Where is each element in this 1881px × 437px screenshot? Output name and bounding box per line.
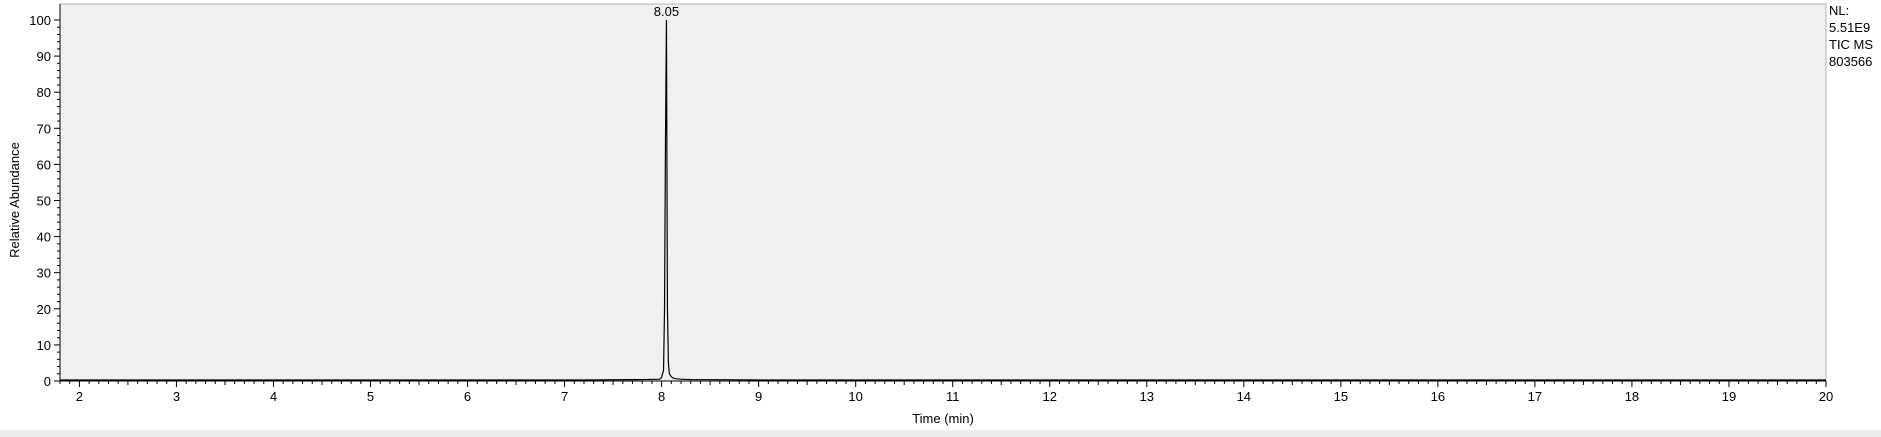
x-tick-label: 20: [1819, 389, 1833, 404]
x-tick-label: 17: [1528, 389, 1542, 404]
x-tick-label: 9: [755, 389, 762, 404]
window-footer: [0, 430, 1881, 437]
y-tick-label: 100: [29, 13, 51, 28]
x-tick-label: 11: [946, 389, 960, 404]
x-tick-label: 12: [1043, 389, 1057, 404]
peak-label: 8.05: [654, 4, 679, 19]
annotation-line: TIC MS: [1829, 37, 1873, 52]
peak-labels: 8.05: [654, 4, 679, 19]
x-tick-label: 7: [561, 389, 568, 404]
x-tick-label: 4: [270, 389, 277, 404]
y-tick-label: 40: [37, 230, 51, 245]
y-tick-label: 0: [44, 374, 51, 389]
x-tick-label: 10: [848, 389, 862, 404]
y-tick-label: 80: [37, 85, 51, 100]
x-tick-label: 5: [367, 389, 374, 404]
x-axis-label: Time (min): [912, 411, 974, 426]
x-tick-label: 14: [1237, 389, 1251, 404]
x-axis-ticks: 2 3 4 5 6 7 8 9 10 11 12 13 14 15 16 17 18 19 20: [76, 381, 1833, 404]
y-axis-ticks: 0 10 20 30 40 50 60 70 80 90 100: [29, 13, 60, 389]
x-tick-label: 2: [76, 389, 83, 404]
x-tick-label: 6: [464, 389, 471, 404]
y-tick-label: 50: [37, 194, 51, 209]
x-tick-label: 18: [1625, 389, 1639, 404]
y-axis-label: Relative Abundance: [7, 142, 22, 258]
x-tick-label: 16: [1431, 389, 1445, 404]
x-tick-label: 8: [658, 389, 665, 404]
y-tick-label: 60: [37, 157, 51, 172]
y-tick-label: 90: [37, 49, 51, 64]
annotation-line: 5.51E9: [1829, 20, 1870, 35]
plot-area: [59, 3, 1827, 382]
normalization-annotation: NL: 5.51E9 TIC MS 803566: [1829, 3, 1873, 69]
x-tick-label: 15: [1334, 389, 1348, 404]
y-tick-label: 30: [37, 266, 51, 281]
y-tick-label: 70: [37, 121, 51, 136]
x-tick-label: 3: [173, 389, 180, 404]
x-tick-label: 13: [1140, 389, 1154, 404]
tic-trace-line: [60, 19, 1826, 381]
annotation-line: NL:: [1829, 3, 1849, 18]
y-tick-label: 10: [37, 338, 51, 353]
y-tick-label: 20: [37, 302, 51, 317]
annotation-line: 803566: [1829, 54, 1872, 69]
x-tick-label: 19: [1722, 389, 1736, 404]
